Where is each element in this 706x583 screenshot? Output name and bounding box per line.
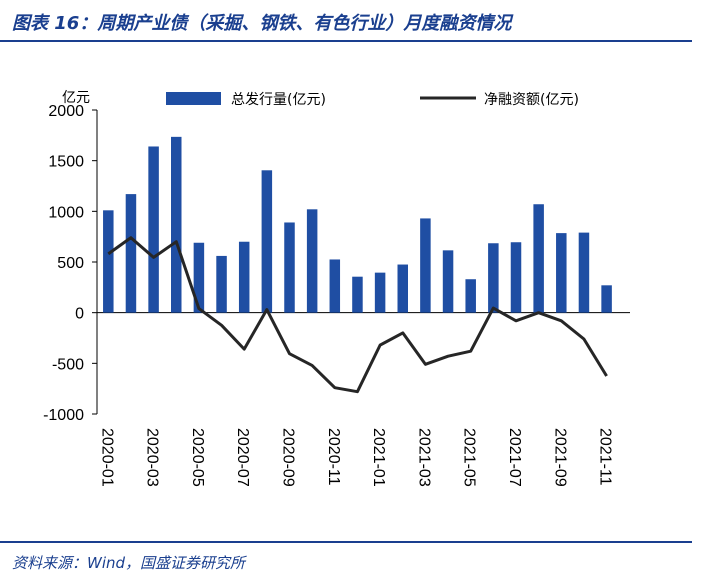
x-tick-label: 2020-01 (98, 428, 115, 487)
x-tick-label: 2020-09 (280, 428, 297, 487)
y-tick-label: 0 (75, 306, 84, 323)
bar (148, 146, 159, 313)
x-tick-label: 2021-05 (461, 428, 478, 487)
bar (556, 233, 567, 313)
y-unit-label: 亿元 (62, 90, 90, 106)
tick-labels: 2000 1500 1000 500 0 -500 -1000 亿元 2020-01 2020-0… (43, 90, 614, 487)
y-tick-label: 1500 (48, 154, 84, 171)
line-series (107, 236, 608, 394)
legend-line-label: 净融资额(亿元) (484, 92, 579, 108)
x-tick-label: 2020-11 (325, 428, 342, 486)
bar (374, 272, 386, 313)
x-tick-label: 2020-07 (234, 428, 251, 487)
bar (510, 242, 522, 313)
financing-chart: 2000 1500 1000 500 0 -500 -1000 亿元 2020-01 2020-0… (43, 90, 630, 487)
bar (103, 210, 114, 313)
bar (125, 194, 137, 313)
y-tick-label: 1000 (48, 204, 84, 221)
legend-bar-label: 总发行量(亿元) (231, 92, 326, 108)
title-divider (0, 40, 692, 42)
bar (397, 264, 408, 313)
figure-title: 图表 16：周期产业债（采掘、钢铁、有色行业）月度融资情况 (12, 13, 512, 34)
y-tick-label: -500 (52, 356, 84, 373)
bar (261, 170, 273, 313)
y-tick-label: -1000 (43, 407, 84, 424)
x-tick-label: 2021-09 (551, 428, 568, 487)
x-tick-label: 2021-01 (370, 428, 387, 487)
bar (488, 243, 499, 313)
bar (329, 259, 341, 313)
y-tick-label: 500 (57, 255, 84, 272)
bar (306, 209, 318, 313)
legend: 总发行量(亿元) 净融资额(亿元) (166, 92, 579, 108)
bar (533, 204, 544, 313)
y-tick-label: 2000 (48, 103, 84, 120)
legend-bar-swatch (166, 92, 221, 105)
bar (420, 218, 431, 313)
net-financing-line (107, 236, 608, 394)
x-tick-label: 2020-03 (144, 428, 161, 487)
x-tick-label: 2020-05 (189, 428, 206, 487)
x-tick-label: 2021-11 (597, 428, 614, 486)
bar (442, 250, 454, 313)
x-tick-label: 2021-03 (415, 428, 432, 487)
bar (193, 242, 205, 313)
x-tick-label: 2021-07 (506, 428, 523, 487)
bar (284, 222, 295, 313)
bar (352, 276, 363, 313)
bar (465, 279, 476, 313)
footer-divider (0, 541, 692, 543)
bar (601, 285, 612, 313)
bar (216, 255, 227, 313)
title-bar: 图表 16：周期产业债（采掘、钢铁、有色行业）月度融资情况 (0, 0, 706, 46)
bar (578, 232, 590, 313)
bar (238, 241, 250, 313)
bar (171, 136, 182, 313)
bar-series (103, 136, 612, 313)
source-note: 资料来源：Wind，国盛证券研究所 (12, 554, 246, 572)
